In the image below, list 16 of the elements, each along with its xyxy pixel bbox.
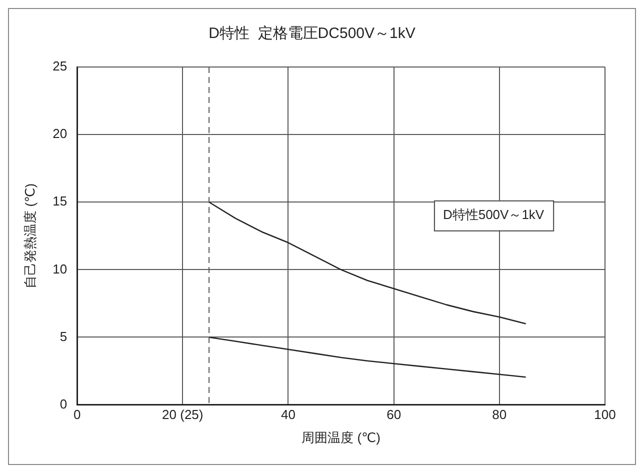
x-tick-label: 60 xyxy=(386,407,402,422)
y-tick-label: 25 xyxy=(52,58,68,74)
x-axis-title: 周囲温度 (℃) xyxy=(302,430,380,445)
y-tick-label: 15 xyxy=(52,194,68,209)
y-tick-label: 10 xyxy=(52,261,68,276)
x-tick-label: 100 xyxy=(594,407,616,422)
x-tick-label: 80 xyxy=(492,407,507,422)
x-tick-label: 0 xyxy=(73,407,81,422)
annotation: D特性500V～1kV xyxy=(442,207,544,222)
x-tick-label: 40 xyxy=(281,407,296,422)
chart-title: D特性 定格電圧DC500V～1kV xyxy=(208,25,416,42)
y-tick-label: 0 xyxy=(60,396,68,412)
y-axis-title: 自己発熱温度 (℃) xyxy=(22,183,38,288)
y-tick-label: 5 xyxy=(60,328,68,344)
y-tick-label: 20 xyxy=(52,126,68,142)
x-tick-label: 20 (25) xyxy=(162,407,204,422)
